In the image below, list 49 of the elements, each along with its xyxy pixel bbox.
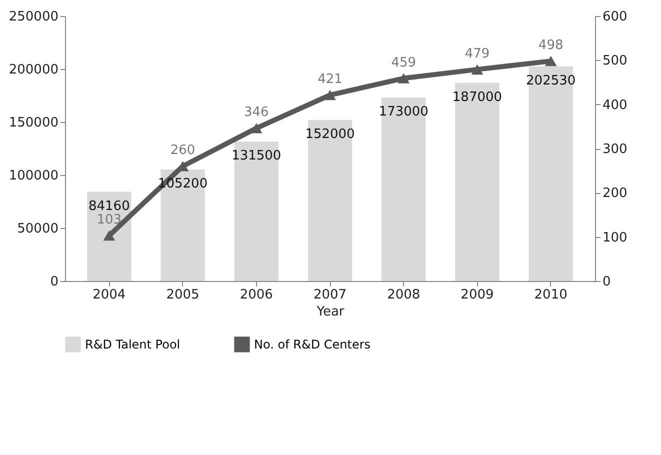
x-tick-label: 2004 [92,288,126,302]
data-label: 459 [391,55,416,70]
y2-tick-label: 400 [602,98,628,113]
legend-label: R&D Talent Pool [85,337,180,352]
y2-tick-label: 0 [602,274,611,290]
y2-tick-label: 600 [602,10,628,24]
x-tick-label: 2006 [240,288,273,302]
point [324,90,336,100]
bar [160,169,205,281]
x-axis-title: Year [316,304,345,320]
x-tick-label: 2009 [460,288,494,302]
y-tick-label: 250000 [8,10,58,24]
x-tick-label: 2008 [387,288,420,302]
data-label: 479 [464,46,490,62]
data-label: 173000 [378,104,428,120]
y2-tick-label: 300 [602,142,628,157]
y2-tick-label: 500 [602,54,628,69]
bar [528,66,573,281]
bar [455,82,500,281]
data-label: 131500 [232,148,282,164]
data-label: 346 [244,105,269,120]
bar [382,98,426,281]
bar [234,142,278,281]
y-tick-label: 100000 [8,168,58,184]
y-tick-label: 0 [50,274,58,290]
y-tick-label: 200000 [8,62,58,78]
y2-tick-label: 100 [602,230,628,246]
y-tick-label: 150000 [8,116,58,130]
data-label: 187000 [452,90,502,105]
x-tick-label: 2007 [313,288,347,302]
data-label: 202530 [526,73,576,88]
y-tick-label: 50000 [17,222,58,236]
data-label: 103 [96,212,122,228]
bar [87,192,132,281]
point [398,73,410,84]
point [544,56,557,66]
x-tick-label: 2010 [534,288,568,302]
legend-label: No. of R&D Centers [254,337,371,352]
data-label: 498 [538,38,564,54]
bar [308,120,352,281]
point [471,64,484,75]
data-label: 84160 [88,198,130,214]
x-tick-label: 2005 [166,288,200,302]
point [103,230,116,241]
point [250,123,262,134]
data-label: 152000 [305,126,355,142]
data-label: 260 [170,143,196,158]
data-label: 421 [318,72,342,88]
y2-tick-label: 200 [602,186,628,202]
